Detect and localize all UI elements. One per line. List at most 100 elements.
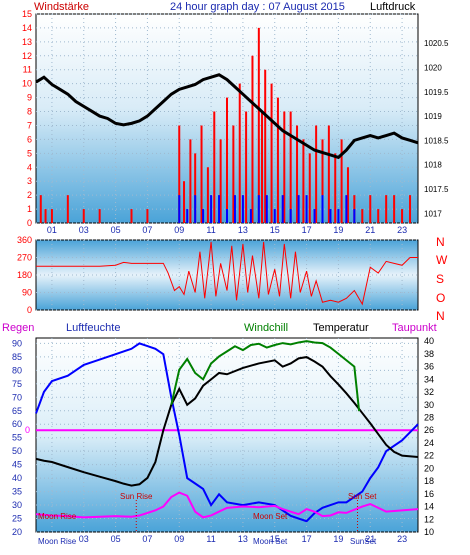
x-tick-label: 21 xyxy=(365,534,375,544)
panel-wind-direction xyxy=(35,239,419,311)
moon-rise-label: Moon Rise xyxy=(38,512,77,521)
x-tick-label: 05 xyxy=(111,225,121,235)
label-taupunkt: Taupunkt xyxy=(392,322,437,334)
temperature-tick-label: 38 xyxy=(424,349,434,359)
wind-direction-line xyxy=(36,241,418,306)
label-windchill: Windchill xyxy=(244,322,288,334)
y-left-tick-label: 12 xyxy=(22,51,32,61)
sun-rise-set-axis-label: SunSet xyxy=(350,537,377,546)
x-tick-label: 03 xyxy=(79,225,89,235)
right-axis-title: Luftdruck xyxy=(370,1,416,13)
x-tick-label: 15 xyxy=(270,534,280,544)
left-axis-title: Windstärke xyxy=(34,1,89,13)
label-regen: Regen xyxy=(2,322,34,334)
sun-rise-label: Sun Rise xyxy=(120,492,153,501)
humidity-tick-label: 20 xyxy=(12,527,22,537)
pressure-line xyxy=(35,73,419,160)
series-line-taupunkt xyxy=(35,491,419,519)
x-tick-label: 23 xyxy=(397,225,407,235)
y-right-tick-label: 1017 xyxy=(424,209,442,218)
direction-tick-label: 270 xyxy=(17,253,32,263)
y-left-tick-label: 0 xyxy=(27,218,32,228)
y-left-tick-label: 13 xyxy=(22,37,32,47)
y-right-tick-label: 1018 xyxy=(424,161,442,170)
humidity-tick-label: 35 xyxy=(12,487,22,497)
direction-compass-label: N xyxy=(436,309,445,323)
y-left-tick-label: 3 xyxy=(27,176,32,186)
y-right-tick-label: 1020.5 xyxy=(424,39,449,48)
y-left-tick-label: 9 xyxy=(27,93,32,103)
y-left-tick-label: 14 xyxy=(22,23,32,33)
y-right-tick-label: 1018.5 xyxy=(424,136,449,145)
temperature-tick-label: 40 xyxy=(424,336,434,346)
temperature-tick-label: 32 xyxy=(424,387,434,397)
y-left-tick-label: 1 xyxy=(27,204,32,214)
humidity-tick-label: 80 xyxy=(12,365,22,375)
chart-layer: 012345678910111213141510171017.510181018… xyxy=(12,9,449,546)
label-temperatur: Temperatur xyxy=(313,322,369,334)
direction-tick-label: 180 xyxy=(17,270,32,280)
x-tick-label: 09 xyxy=(174,225,184,235)
direction-compass-label: W xyxy=(436,253,448,267)
rain-zero-label: 0 xyxy=(25,425,30,435)
temperature-tick-label: 10 xyxy=(424,527,434,537)
direction-compass-label: S xyxy=(436,272,444,286)
direction-compass-label: O xyxy=(436,291,445,305)
direction-tick-label: 90 xyxy=(22,288,32,298)
moon-rise-axis-label: Moon Rise xyxy=(38,537,77,546)
humidity-tick-label: 40 xyxy=(12,473,22,483)
x-tick-label: 07 xyxy=(142,534,152,544)
y-left-tick-label: 2 xyxy=(27,190,32,200)
humidity-tick-label: 50 xyxy=(12,446,22,456)
x-tick-label: 21 xyxy=(365,225,375,235)
temperature-tick-label: 36 xyxy=(424,362,434,372)
humidity-tick-label: 30 xyxy=(12,500,22,510)
y-left-tick-label: 11 xyxy=(23,65,32,75)
temperature-tick-label: 34 xyxy=(424,374,434,384)
direction-compass-label: N xyxy=(436,235,445,249)
x-tick-label: 19 xyxy=(333,534,343,544)
humidity-tick-label: 65 xyxy=(12,406,22,416)
moon-set-label: Moon Set xyxy=(253,512,288,521)
x-tick-label: 23 xyxy=(397,534,407,544)
humidity-tick-label: 60 xyxy=(12,419,22,429)
y-left-tick-label: 8 xyxy=(27,107,32,117)
x-tick-label: 13 xyxy=(238,534,248,544)
temperature-tick-label: 12 xyxy=(424,514,434,524)
humidity-tick-label: 45 xyxy=(12,460,22,470)
y-left-tick-label: 10 xyxy=(22,79,32,89)
temperature-tick-label: 24 xyxy=(424,438,434,448)
x-tick-label: 11 xyxy=(206,225,215,235)
direction-tick-label: 360 xyxy=(17,235,32,245)
series-line-luftfeuchte xyxy=(35,342,419,523)
x-tick-label: 13 xyxy=(238,225,248,235)
y-left-tick-label: 7 xyxy=(27,120,32,130)
x-tick-label: 01 xyxy=(47,225,57,235)
temperature-tick-label: 30 xyxy=(424,400,434,410)
humidity-tick-label: 75 xyxy=(12,379,22,389)
temperature-tick-label: 28 xyxy=(424,413,434,423)
x-tick-label: 09 xyxy=(174,534,184,544)
y-right-tick-label: 1019.5 xyxy=(424,88,449,97)
y-right-tick-label: 1017.5 xyxy=(424,185,449,194)
y-right-tick-label: 1020 xyxy=(424,63,442,72)
x-tick-label: 11 xyxy=(206,534,215,544)
x-tick-label: 07 xyxy=(142,225,152,235)
x-tick-label: 15 xyxy=(270,225,280,235)
x-tick-label: 05 xyxy=(111,534,121,544)
temperature-tick-label: 22 xyxy=(424,451,434,461)
humidity-tick-label: 85 xyxy=(12,352,22,362)
x-tick-label: 17 xyxy=(302,534,312,544)
x-tick-label: 19 xyxy=(333,225,343,235)
temperature-tick-label: 18 xyxy=(424,476,434,486)
direction-tick-label: 0 xyxy=(27,305,32,315)
humidity-tick-label: 25 xyxy=(12,514,22,524)
y-left-tick-label: 5 xyxy=(27,148,32,158)
x-tick-label: 03 xyxy=(79,534,89,544)
y-left-tick-label: 4 xyxy=(27,162,32,172)
x-tick-label: 17 xyxy=(302,225,312,235)
temperature-tick-label: 20 xyxy=(424,463,434,473)
humidity-tick-label: 70 xyxy=(12,392,22,402)
